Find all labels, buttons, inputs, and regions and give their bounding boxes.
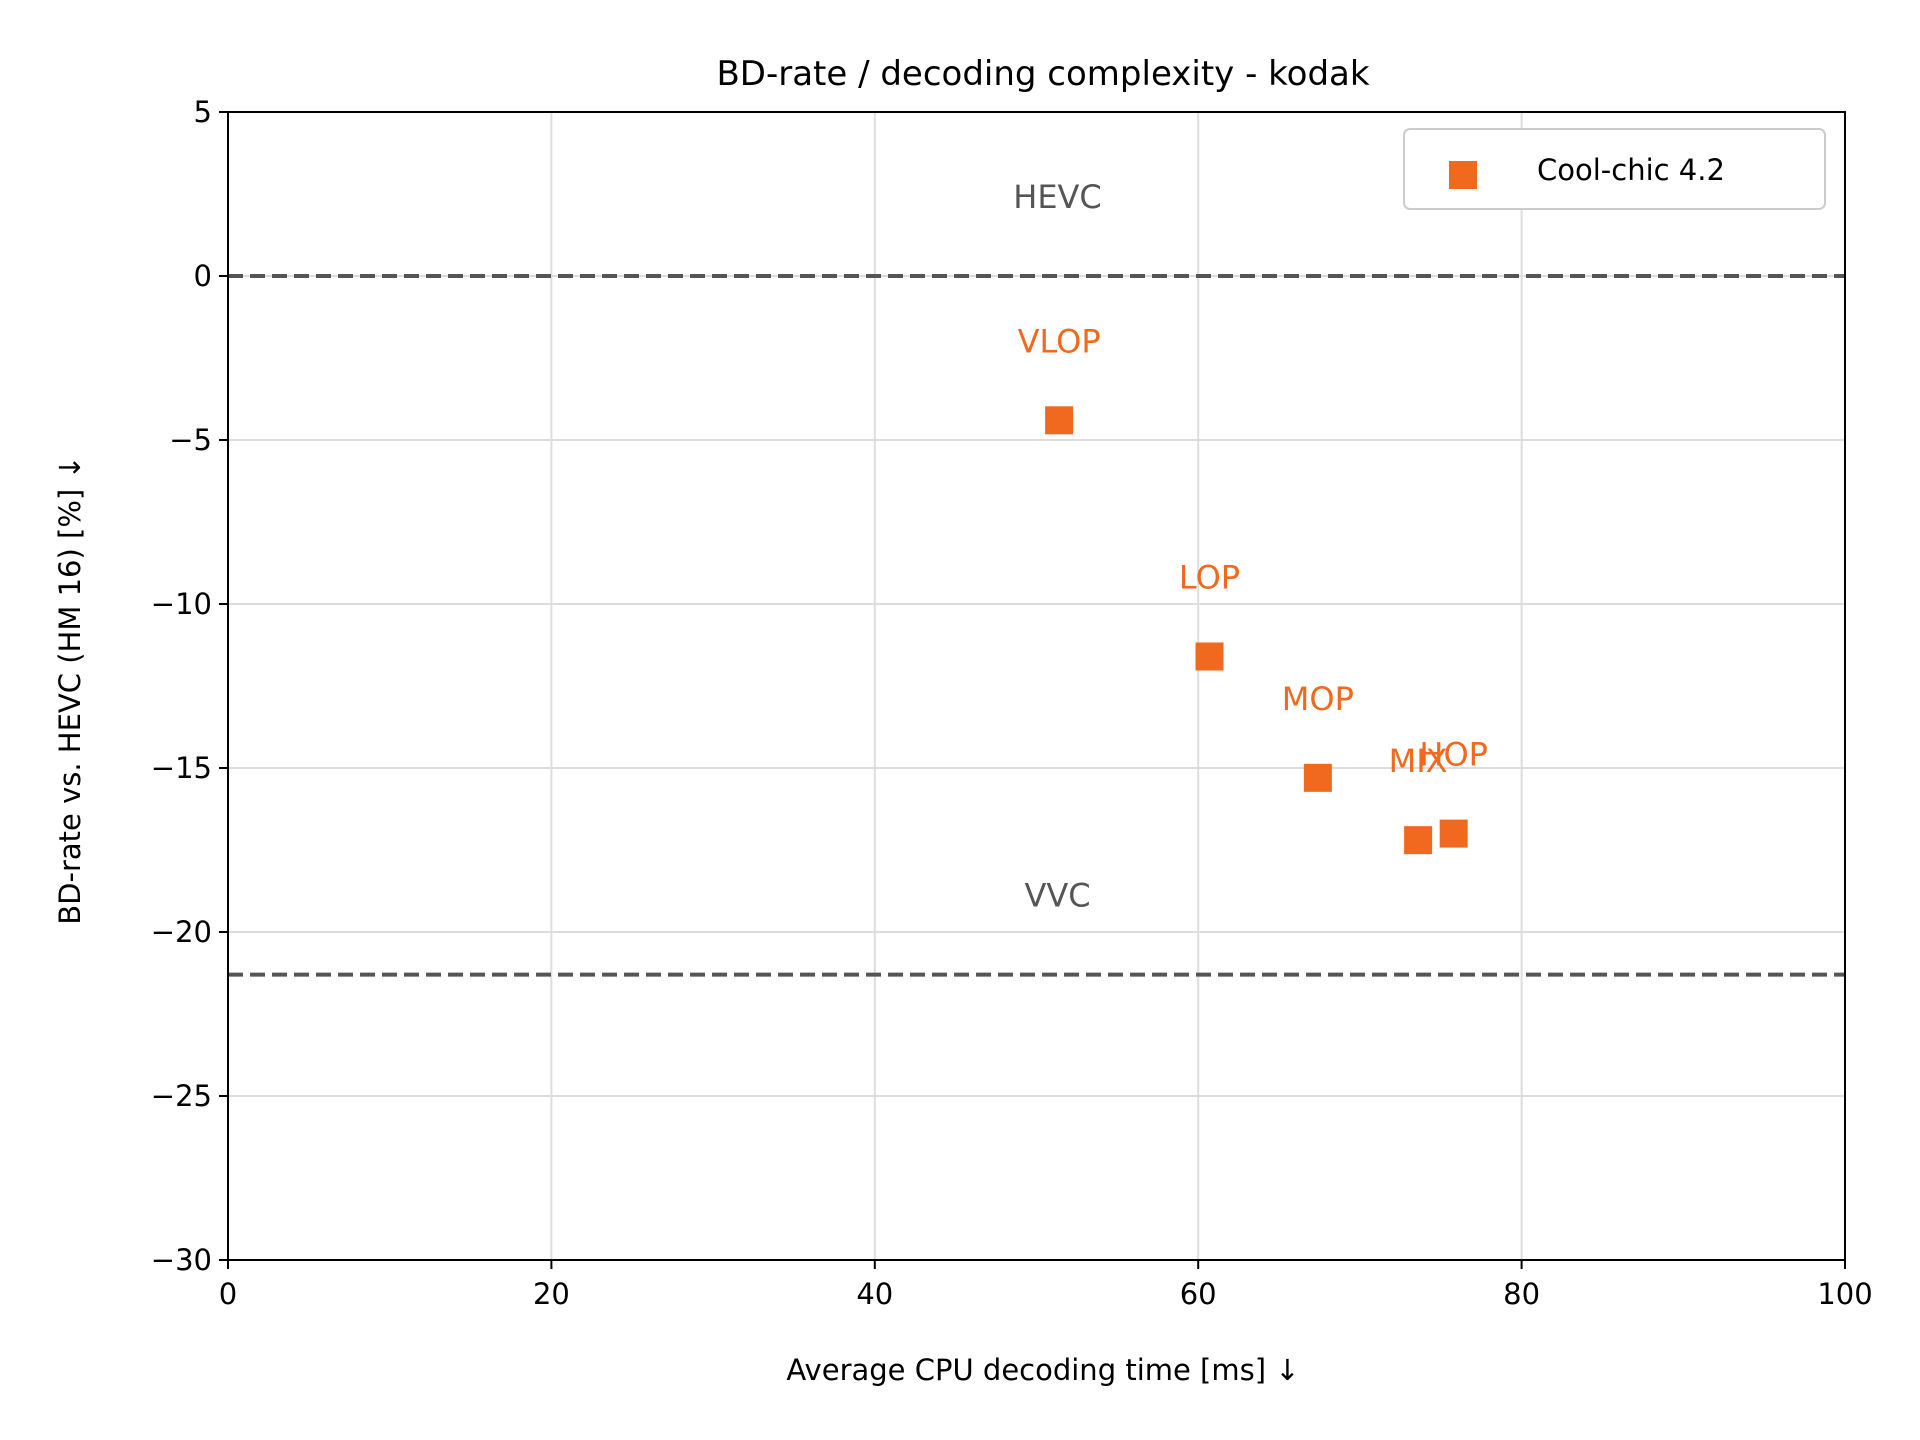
reference-label-hevc: HEVC	[1013, 178, 1102, 216]
point-mop	[1303, 763, 1332, 792]
legend: Cool-chic 4.2	[1403, 128, 1826, 210]
point-lop	[1195, 642, 1224, 671]
reference-lines: HEVC VVC	[228, 178, 1845, 977]
x-tick-label: 100	[1817, 1277, 1872, 1311]
point-mix	[1404, 826, 1433, 855]
y-tick-label: −20	[151, 915, 212, 949]
y-tick-label: −5	[169, 423, 212, 457]
point-label-hop: HOP	[1419, 736, 1488, 774]
y-tick-label: −30	[151, 1243, 212, 1277]
point-label-vlop: VLOP	[1018, 322, 1101, 360]
x-tick-label: 60	[1180, 1277, 1217, 1311]
point-label-mop: MOP	[1282, 680, 1354, 718]
point-label-mix: MIX	[1389, 742, 1448, 780]
y-tick-label: −25	[151, 1079, 212, 1113]
data-points	[1045, 406, 1468, 855]
y-axis-label: BD-rate vs. HEVC (HM 16) [%] ↓	[53, 455, 87, 924]
x-axis-label: Average CPU decoding time [ms] ↓	[786, 1353, 1299, 1387]
legend-label: Cool-chic 4.2	[1537, 153, 1725, 187]
reference-label-vvc: VVC	[1024, 877, 1090, 915]
chart-title: BD-rate / decoding complexity - kodak	[716, 54, 1369, 94]
y-tick-label: −15	[151, 751, 212, 785]
plot-frame	[227, 111, 1846, 1261]
legend-box	[1403, 128, 1826, 210]
point-label-lop: LOP	[1179, 558, 1240, 596]
y-tick-label: 5	[194, 95, 212, 129]
x-tick-label: 80	[1503, 1277, 1540, 1311]
y-tick-label: 0	[194, 259, 212, 293]
axis-ticks: 0 20 40 60 80 100 5 0 −5 −10 −15 −20 −25 −30	[151, 95, 1873, 1311]
point-vlop	[1045, 406, 1074, 435]
x-tick-label: 0	[219, 1277, 237, 1311]
x-tick-label: 20	[533, 1277, 570, 1311]
x-tick-label: 40	[856, 1277, 893, 1311]
legend-marker	[1449, 161, 1477, 189]
y-tick-label: −10	[151, 587, 212, 621]
point-hop	[1439, 819, 1468, 848]
